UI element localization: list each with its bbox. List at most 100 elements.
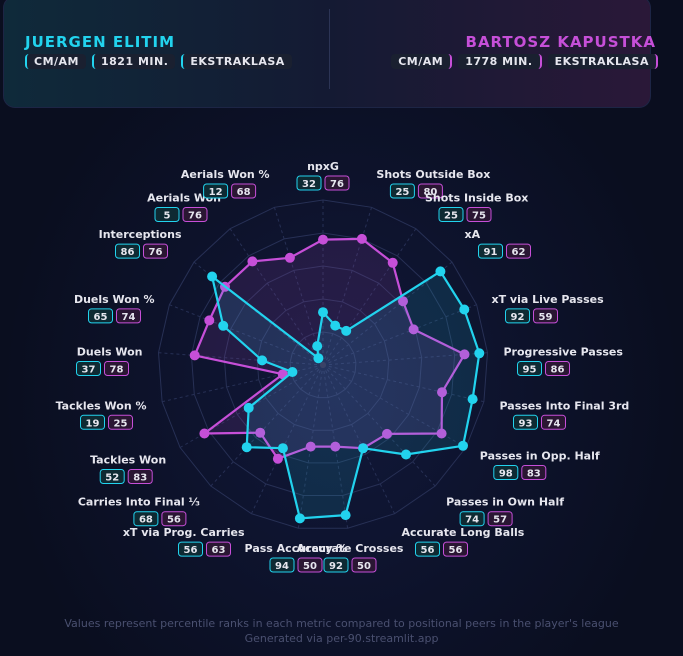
player2-name: BARTOSZ KAPUSTKA (465, 33, 656, 51)
value-chip-2 (417, 183, 443, 199)
value-label-1: 74 (465, 515, 479, 526)
axis-label: Duels Won (77, 346, 143, 359)
data-point-2 (204, 315, 215, 326)
value-label-2: 50 (357, 561, 371, 572)
data-point-2 (356, 233, 367, 244)
axis-label: Tackles Won (90, 454, 166, 467)
data-point-1 (459, 304, 470, 315)
value-label-2: 80 (423, 187, 437, 198)
data-point-1 (318, 307, 328, 318)
data-point-1 (207, 271, 218, 282)
value-chip-1 (99, 469, 125, 484)
axis-label: Tackles Won % (56, 399, 147, 412)
data-point-2 (255, 427, 266, 438)
data-point-2 (305, 441, 316, 452)
axis-label: Shots Outside Box (376, 168, 490, 181)
value-label-2: 50 (303, 561, 317, 572)
value-chip-2 (104, 361, 129, 376)
axis-label: Duels Won % (74, 293, 155, 306)
grid-ring (190, 232, 456, 496)
value-chip-1 (76, 361, 101, 376)
value-label-1: 52 (105, 473, 119, 484)
player2-chips: CM/AM 1778 MIN. EKSTRAKLASA (391, 54, 658, 69)
value-chip-1 (88, 308, 113, 324)
data-point-1 (341, 325, 352, 336)
value-label-2: 74 (122, 312, 136, 323)
axis-label: Passes in Own Half (446, 496, 564, 509)
value-chip-2 (466, 207, 492, 222)
data-point-1 (312, 341, 323, 352)
axis-label: Passes in Opp. Half (480, 450, 600, 463)
value-chip-2 (206, 541, 231, 557)
data-point-2 (272, 453, 283, 464)
value-chip-1 (513, 414, 538, 430)
value-chip-1 (269, 557, 295, 573)
value-label-2: 62 (512, 247, 526, 258)
data-point-1 (294, 513, 305, 524)
data-point-1 (474, 348, 485, 359)
data-point-2 (247, 256, 258, 267)
axis-label: xT via Prog. Carries (123, 526, 245, 539)
value-label-1: 19 (86, 418, 100, 429)
value-chip-2 (116, 308, 141, 324)
axis-label: Passes Into Final 3rd (500, 399, 630, 412)
value-chip-1 (517, 361, 542, 376)
value-chip-2 (541, 414, 566, 430)
value-label-1: 25 (444, 211, 458, 222)
data-point-1 (340, 510, 351, 521)
data-point-2 (387, 257, 398, 268)
value-label-2: 74 (547, 418, 561, 429)
axis-label: Progressive Passes (504, 346, 624, 359)
value-label-1: 68 (139, 515, 153, 526)
player1-position-chip: CM/AM (25, 54, 86, 69)
player1-minutes-chip: 1821 MIN. (92, 54, 176, 69)
value-chip-1 (389, 183, 415, 199)
value-label-1: 91 (484, 247, 498, 258)
value-chip-1 (478, 243, 503, 259)
data-point-1 (401, 449, 411, 460)
value-label-2: 83 (527, 469, 541, 480)
value-label-1: 92 (329, 561, 343, 572)
player2-league-chip: EKSTRAKLASA (547, 54, 658, 69)
value-label-1: 32 (302, 179, 316, 190)
value-chip-2 (231, 183, 257, 199)
value-label-1: 12 (209, 187, 223, 198)
data-point-1 (241, 442, 252, 453)
value-chip-1 (505, 308, 530, 324)
axis-label: Accurate Crosses (297, 542, 404, 555)
data-point-2 (199, 428, 210, 439)
value-label-2: 75 (472, 211, 486, 222)
data-point-1 (287, 367, 298, 377)
value-label-2: 78 (110, 365, 124, 376)
axis-label: xA (465, 228, 481, 241)
value-chip-2 (521, 465, 547, 480)
player2-position-chip: CM/AM (391, 54, 453, 69)
value-label-1: 98 (499, 469, 513, 480)
value-label-1: 95 (523, 365, 537, 376)
grid-ring (289, 331, 357, 399)
footer-note: Values represent percentile ranks in eac… (64, 617, 619, 630)
value-chip-2 (443, 541, 468, 557)
data-point-2 (284, 252, 295, 263)
value-label-1: 56 (184, 545, 198, 556)
data-point-1 (467, 394, 478, 405)
footer-credit: Generated via per-90.streamlit.app (244, 632, 439, 645)
value-chip-2 (324, 175, 350, 191)
data-point-1 (243, 402, 254, 413)
value-chip-1 (115, 243, 140, 259)
axis-label: Aerials Won % (181, 168, 270, 181)
value-chip-2 (143, 243, 168, 259)
value-chip-1 (493, 465, 519, 480)
value-chip-1 (323, 557, 349, 573)
data-point-2 (459, 349, 470, 360)
value-label-1: 94 (275, 561, 289, 572)
data-point-1 (330, 320, 341, 331)
value-label-2: 56 (167, 515, 181, 526)
axis-label: npxG (307, 160, 339, 173)
axis-label: Shots Inside Box (425, 192, 528, 205)
value-label-1: 25 (395, 187, 409, 198)
value-label-2: 76 (330, 179, 344, 190)
data-point-2 (398, 296, 408, 307)
series-area-1 (211, 270, 481, 520)
player1-league-chip: EKSTRAKLASA (181, 54, 292, 69)
